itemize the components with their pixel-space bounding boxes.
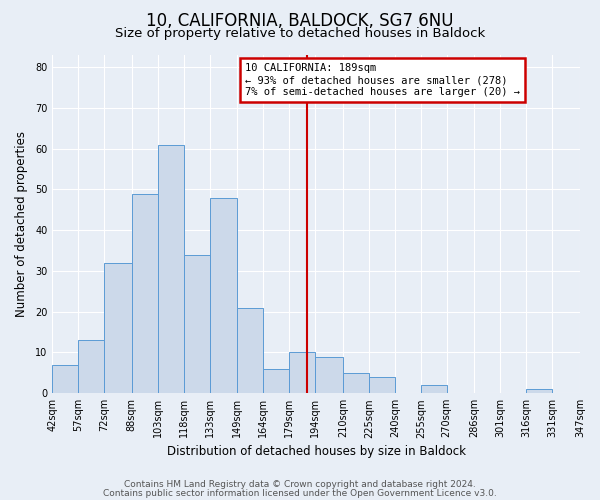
Bar [104,263,132,393]
Text: Size of property relative to detached houses in Baldock: Size of property relative to detached ho… [115,28,485,40]
Text: 10, CALIFORNIA, BALDOCK, SG7 6NU: 10, CALIFORNIA, BALDOCK, SG7 6NU [146,12,454,30]
Bar [421,385,447,393]
Bar [369,377,395,393]
Bar [52,364,78,393]
Bar [238,308,263,393]
Bar [78,340,104,393]
Text: 10 CALIFORNIA: 189sqm
← 93% of detached houses are smaller (278)
7% of semi-deta: 10 CALIFORNIA: 189sqm ← 93% of detached … [245,64,520,96]
Bar [315,356,343,393]
Bar [289,352,315,393]
Text: Contains public sector information licensed under the Open Government Licence v3: Contains public sector information licen… [103,488,497,498]
Bar [343,373,369,393]
Bar [526,389,553,393]
X-axis label: Distribution of detached houses by size in Baldock: Distribution of detached houses by size … [167,444,466,458]
Bar [184,254,209,393]
Y-axis label: Number of detached properties: Number of detached properties [15,131,28,317]
Bar [132,194,158,393]
Text: Contains HM Land Registry data © Crown copyright and database right 2024.: Contains HM Land Registry data © Crown c… [124,480,476,489]
Bar [263,368,289,393]
Bar [158,144,184,393]
Bar [209,198,238,393]
